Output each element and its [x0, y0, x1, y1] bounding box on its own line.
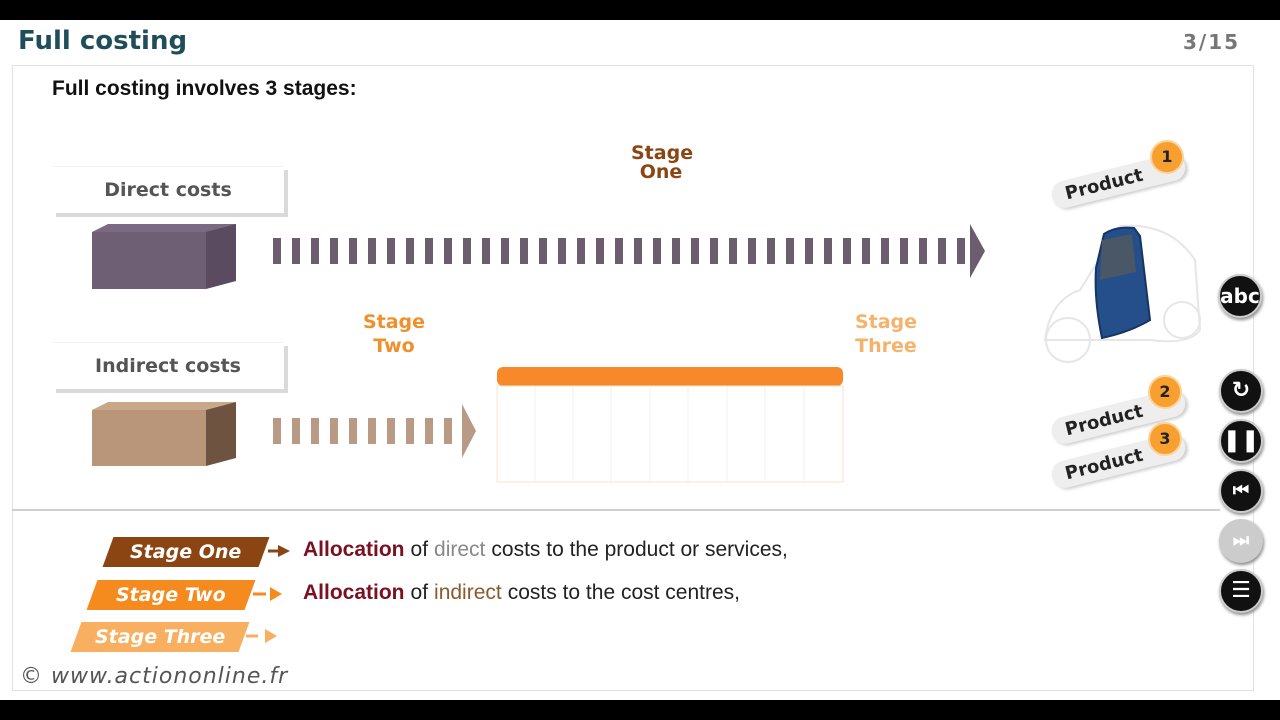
legend-arrows: [246, 545, 290, 643]
flow-dash: [368, 238, 376, 264]
keyword: direct: [434, 538, 486, 561]
flow-dash: [862, 238, 870, 264]
pause-button[interactable]: ❚❚: [1219, 419, 1263, 463]
flow-dash: [577, 238, 585, 264]
keyword: Allocation: [303, 538, 405, 561]
flow-dash: [767, 238, 775, 264]
stage-three-label: Stage Three: [854, 311, 918, 357]
text: of: [410, 538, 429, 561]
flow-dash: [672, 238, 680, 264]
flow-dash: [691, 238, 699, 264]
tag-text: Stage Two: [116, 584, 226, 606]
flow-dash: [292, 418, 300, 444]
flow-dash: [729, 238, 737, 264]
cost-centre-header: [497, 367, 843, 386]
legend-line: Allocation of direct costs to the product o…: [303, 538, 794, 562]
flow-dash: [330, 418, 338, 444]
direct-box-side: [206, 224, 236, 289]
menu-button[interactable]: ☰: [1219, 569, 1263, 613]
flow-dash: [824, 238, 832, 264]
keyword: indirect: [434, 581, 502, 604]
flow-dash: [387, 238, 395, 264]
flow-dash: [273, 238, 281, 264]
cost-centre-table: [496, 385, 844, 483]
flow-dash: [786, 238, 794, 264]
stage-one-label: Stage One: [631, 142, 694, 183]
product-badge: 2: [1148, 375, 1182, 409]
flow-dash: [805, 238, 813, 264]
flow-dash: [596, 238, 604, 264]
flow-dash: [482, 238, 490, 264]
flow-dash: [311, 418, 319, 444]
flow-dash: [368, 418, 376, 444]
text: of: [410, 581, 429, 604]
flow-dash: [330, 238, 338, 264]
flow-dash: [558, 238, 566, 264]
stage-two-tag: Stage Two: [86, 580, 256, 610]
flow-dash: [748, 238, 756, 264]
flow-dash: [881, 238, 889, 264]
flow-dash: [957, 238, 965, 264]
indirect-box: [92, 410, 206, 466]
copyright: © www.actiononline.fr: [20, 664, 289, 689]
tag-text: Stage Three: [94, 626, 226, 648]
flow-dash: [653, 238, 661, 264]
indirect-costs-tab: Indirect costs: [52, 342, 284, 389]
flow-dash: [349, 418, 357, 444]
flow-dash: [843, 238, 851, 264]
product-badge: 1: [1150, 140, 1184, 174]
indirect-box-side: [206, 402, 236, 466]
flow-dash: [406, 418, 414, 444]
text: costs to the cost centres,: [507, 581, 741, 604]
previous-button[interactable]: ⏮: [1219, 469, 1263, 513]
direct-box: [92, 232, 206, 289]
flow-dash: [919, 238, 927, 264]
glossary-button[interactable]: abc: [1218, 274, 1262, 318]
arrow-head: [462, 404, 476, 458]
replay-button[interactable]: ↻: [1219, 369, 1263, 413]
stage-two-label: Stage Two: [362, 311, 426, 357]
keyword: Allocation: [303, 581, 405, 604]
flow-dash: [615, 238, 623, 264]
intro: Full costing involves 3 stages:: [52, 77, 357, 100]
flow-dash: [273, 418, 281, 444]
legend-line: Allocation of indirect costs to the cost ce…: [303, 581, 746, 605]
tag-text: Stage One: [130, 541, 242, 563]
stage-one-tag: Stage One: [102, 537, 270, 567]
flow-dash: [634, 238, 642, 264]
next-button[interactable]: ⏭: [1219, 519, 1263, 563]
flow-dash: [463, 238, 471, 264]
slide-title: Full costing: [18, 26, 188, 56]
text: costs to the product or services,: [491, 538, 788, 561]
flow-dash: [349, 238, 357, 264]
car: [1043, 224, 1202, 363]
bottom-bar: [0, 700, 1280, 720]
flow-dash: [938, 238, 946, 264]
flow-dash: [387, 418, 395, 444]
product-badge: 3: [1148, 422, 1182, 456]
flow-dash: [425, 238, 433, 264]
flow-dash: [406, 238, 414, 264]
cost-centre-columns: [534, 386, 805, 482]
direct-costs-tab: Direct costs: [52, 166, 284, 213]
flow-dash: [520, 238, 528, 264]
stage-three-tag: Stage Three: [70, 622, 250, 652]
flow-dash: [444, 238, 452, 264]
flow-dash: [539, 238, 547, 264]
flow-dash: [311, 238, 319, 264]
top-bar: [0, 0, 1280, 20]
page-counter: 3/15: [1183, 30, 1241, 54]
flow-dash: [292, 238, 300, 264]
arrow-head: [970, 224, 985, 278]
flow-dash: [900, 238, 908, 264]
flow-dash: [444, 418, 452, 444]
flow-dash: [710, 238, 718, 264]
flow-dash: [425, 418, 433, 444]
flow-dash: [501, 238, 509, 264]
